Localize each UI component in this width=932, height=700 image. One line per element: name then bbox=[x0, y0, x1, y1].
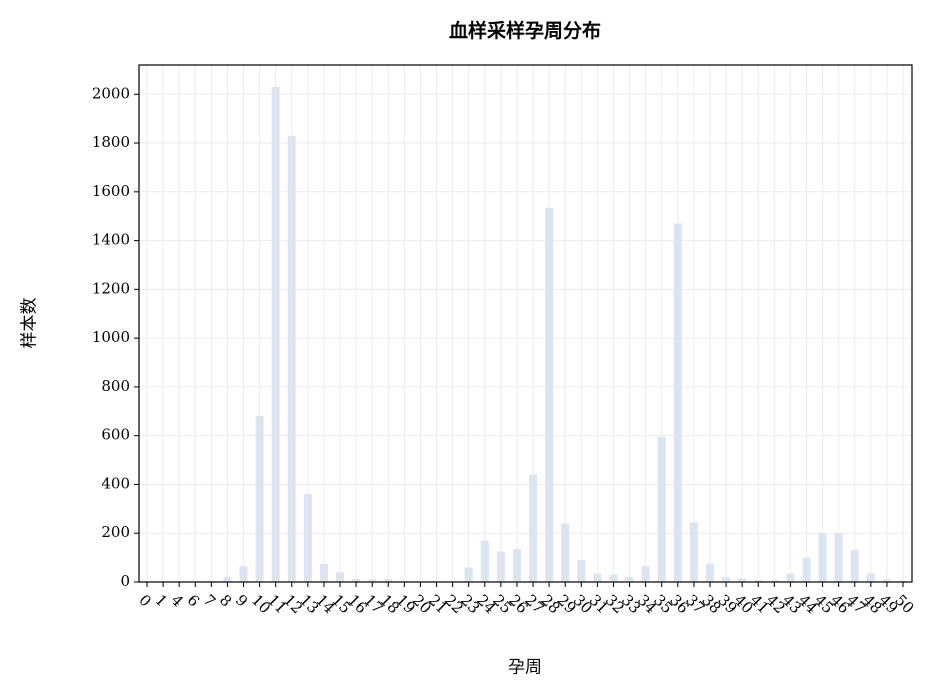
bar bbox=[319, 563, 328, 582]
bar bbox=[255, 416, 264, 582]
bar bbox=[223, 577, 232, 582]
bar bbox=[480, 540, 489, 582]
bar bbox=[609, 574, 618, 582]
bar bbox=[368, 579, 377, 582]
bar bbox=[561, 523, 570, 582]
bar bbox=[754, 580, 763, 582]
bar bbox=[529, 474, 538, 582]
y-tick-label: 200 bbox=[101, 523, 130, 541]
y-axis-label: 样本数 bbox=[20, 298, 40, 349]
bar bbox=[207, 580, 216, 582]
x-tick-label: 8 bbox=[216, 591, 235, 610]
y-tick-label: 1400 bbox=[92, 231, 130, 249]
y-tick-label: 2000 bbox=[92, 84, 130, 102]
y-tick-label: 0 bbox=[120, 572, 130, 590]
y-tick-label: 1200 bbox=[92, 279, 130, 297]
chart-title: 血样采样孕周分布 bbox=[449, 19, 601, 42]
bar bbox=[722, 577, 731, 582]
bar bbox=[866, 573, 875, 582]
y-tick-label: 1000 bbox=[92, 328, 130, 346]
bar bbox=[384, 579, 393, 582]
bar bbox=[818, 533, 827, 582]
x-tick-label: 1 bbox=[151, 591, 170, 610]
bar bbox=[271, 86, 280, 582]
bar bbox=[577, 560, 586, 582]
bar bbox=[400, 580, 409, 582]
bar bbox=[802, 557, 811, 582]
bar bbox=[850, 550, 859, 582]
bar bbox=[786, 573, 795, 582]
y-tick-label: 1800 bbox=[92, 133, 130, 151]
x-tick-label: 0 bbox=[135, 591, 154, 610]
x-tick-label: 9 bbox=[232, 591, 251, 610]
bar bbox=[336, 572, 345, 582]
bar bbox=[625, 577, 634, 582]
plot-frame bbox=[138, 64, 913, 583]
x-axis-label: 孕周 bbox=[508, 658, 542, 678]
x-tick-label: 50 bbox=[891, 591, 917, 617]
bar bbox=[641, 566, 650, 582]
x-tick-label: 7 bbox=[200, 591, 219, 610]
bar bbox=[738, 578, 747, 582]
bar bbox=[593, 573, 602, 582]
y-tick-label: 400 bbox=[101, 474, 130, 492]
bar bbox=[770, 580, 779, 582]
bar bbox=[689, 522, 698, 582]
x-tick-label: 6 bbox=[184, 591, 203, 610]
bar bbox=[705, 563, 714, 582]
bar bbox=[287, 135, 296, 583]
x-tick-label: 4 bbox=[168, 591, 187, 610]
bar bbox=[464, 567, 473, 582]
bar bbox=[899, 580, 907, 582]
y-tick-label: 800 bbox=[101, 377, 130, 395]
bar bbox=[303, 494, 312, 582]
bar bbox=[496, 551, 505, 582]
bar bbox=[673, 223, 682, 582]
y-tick-label: 600 bbox=[101, 426, 130, 444]
bar bbox=[239, 566, 248, 582]
bar bbox=[657, 436, 666, 582]
bar bbox=[545, 207, 554, 583]
bar bbox=[512, 549, 521, 582]
bar bbox=[352, 579, 361, 582]
bar bbox=[882, 579, 891, 582]
y-tick-label: 1600 bbox=[92, 182, 130, 200]
bar bbox=[834, 533, 843, 582]
